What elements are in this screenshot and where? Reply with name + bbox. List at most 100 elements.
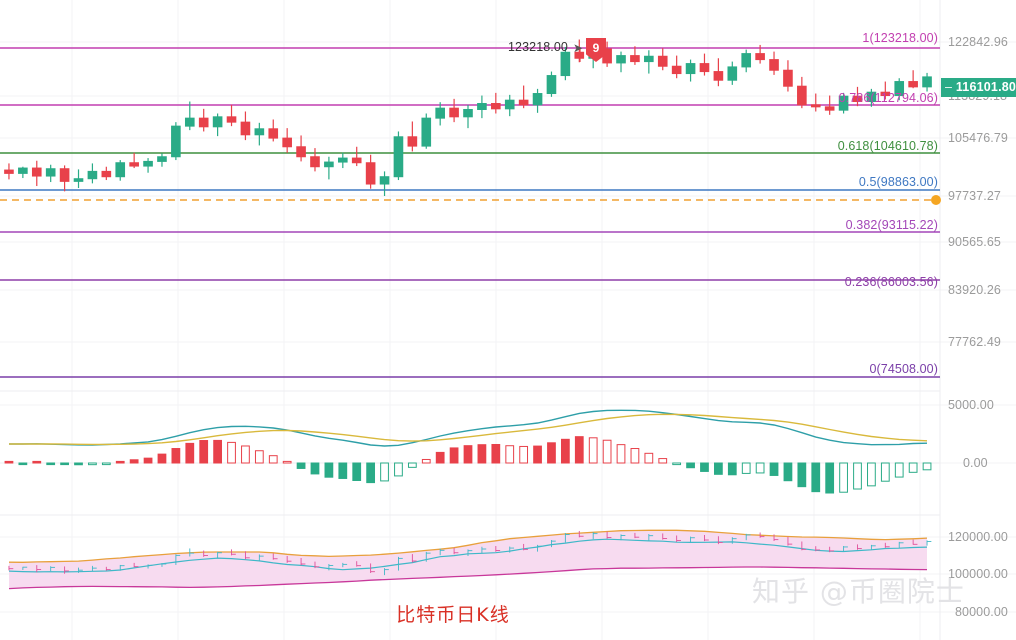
macd-panel bbox=[0, 409, 940, 494]
macd-histogram-bar bbox=[839, 462, 848, 493]
candle-body bbox=[532, 93, 543, 106]
candle-body bbox=[379, 176, 390, 185]
macd-histogram-bar bbox=[560, 438, 570, 464]
macd-histogram-bar bbox=[310, 462, 320, 475]
fib-retracement-lines bbox=[0, 47, 940, 378]
candle-body bbox=[713, 71, 724, 81]
macd-histogram-bar bbox=[18, 462, 28, 466]
price-axis-tick: 83920.26 bbox=[948, 283, 1001, 297]
macd-histogram-bar bbox=[352, 462, 362, 481]
candle-body bbox=[755, 53, 765, 61]
candle-body bbox=[129, 162, 139, 167]
candle-body bbox=[727, 66, 738, 81]
macd-histogram-bar bbox=[213, 439, 222, 464]
cloud-fill-area bbox=[9, 530, 927, 589]
candle-body bbox=[504, 99, 515, 110]
candle-body bbox=[18, 167, 28, 174]
cloud-ohlc-bars bbox=[8, 530, 932, 576]
dashed-support-line bbox=[0, 195, 941, 205]
watermark: 知乎 @币圈院士 bbox=[752, 575, 965, 608]
macd-histogram-bar bbox=[922, 462, 932, 471]
macd-histogram-bar bbox=[449, 447, 459, 464]
macd-histogram-bar bbox=[60, 462, 69, 466]
senkou-span-b-line bbox=[8, 566, 928, 590]
candle-body bbox=[101, 170, 112, 178]
macd-histogram-bar bbox=[894, 462, 904, 478]
candle-body bbox=[685, 63, 696, 75]
chart-caption: 比特币日K线 bbox=[0, 600, 1016, 627]
candle-body bbox=[87, 170, 98, 180]
macd-histogram-bar bbox=[867, 462, 876, 487]
macd-histogram-bar bbox=[282, 460, 292, 464]
candle-body bbox=[908, 81, 918, 88]
candle-body bbox=[518, 99, 529, 106]
fib-label-05: 0.5(98863.00) bbox=[858, 175, 938, 189]
candle-body bbox=[324, 161, 334, 168]
macd-histogram-bar bbox=[588, 437, 598, 464]
macd-histogram-bar bbox=[366, 462, 376, 484]
candle-body bbox=[560, 51, 571, 77]
price-axis-tick: 90565.65 bbox=[948, 235, 1001, 249]
fib-label-1: 1(123218.00) bbox=[862, 31, 938, 45]
panel-separators bbox=[0, 0, 941, 640]
candle-body bbox=[630, 55, 640, 63]
swing-high-label: 123218.00 bbox=[508, 40, 568, 54]
candle-body bbox=[574, 51, 585, 59]
candle-body bbox=[797, 85, 807, 106]
ichimoku-cloud-panel bbox=[8, 529, 932, 590]
candle-body bbox=[337, 157, 348, 163]
candle-body bbox=[59, 168, 70, 182]
macd-histogram-bar bbox=[268, 455, 278, 464]
chart-caption-text: 比特币日K线 bbox=[396, 604, 510, 626]
candle-body bbox=[393, 136, 404, 178]
macd-histogram-bar bbox=[407, 462, 417, 468]
macd-histogram-bar bbox=[533, 445, 542, 464]
macd-histogram-bar bbox=[686, 462, 695, 469]
macd-histogram-bar bbox=[171, 448, 181, 464]
candle-body bbox=[810, 104, 821, 108]
candle-body bbox=[546, 75, 557, 95]
candle-body bbox=[365, 162, 376, 185]
candle-body bbox=[880, 91, 891, 97]
candle-body bbox=[198, 117, 209, 128]
fib-label-0236: 0.236(86003.56) bbox=[844, 275, 938, 289]
macd-histogram-bar bbox=[755, 462, 765, 474]
candle-body bbox=[421, 117, 432, 147]
macd-histogram-bar bbox=[547, 442, 556, 464]
macd-histogram-bar bbox=[727, 462, 737, 476]
cloud-axis-tick: 80000.00 bbox=[955, 605, 1008, 619]
macd-histogram-bar bbox=[602, 439, 612, 464]
macd-histogram-bar bbox=[616, 444, 626, 464]
macd-histogram-bar bbox=[880, 462, 890, 482]
macd-histogram-bar bbox=[185, 442, 195, 464]
macd-histogram-bar bbox=[46, 462, 56, 466]
candle-body bbox=[477, 103, 487, 110]
fib-label-0382: 0.382(93115.22) bbox=[845, 218, 938, 232]
candle-body bbox=[671, 65, 682, 75]
macd-histogram-bar bbox=[143, 457, 153, 464]
macd-histogram-bar bbox=[574, 436, 584, 464]
td-count-badge: 9 bbox=[586, 38, 606, 62]
price-axis-tick: 97737.27 bbox=[948, 189, 1001, 203]
candle-body bbox=[657, 55, 668, 67]
candle-body bbox=[894, 81, 905, 97]
candle-body bbox=[73, 178, 84, 182]
support-marker-dot bbox=[931, 195, 941, 205]
current-price-tag: – 116101.80 bbox=[941, 78, 1016, 97]
macd-histogram-bar bbox=[797, 462, 807, 488]
candle-body bbox=[282, 137, 292, 148]
macd-histogram-bar bbox=[4, 460, 14, 464]
macd-histogram-bar bbox=[908, 462, 918, 473]
macd-axis-tick: 5000.00 bbox=[948, 398, 994, 412]
macd-histogram-bar bbox=[394, 462, 403, 477]
candle-body bbox=[184, 117, 195, 127]
shield-icon bbox=[586, 38, 606, 62]
candle-body bbox=[435, 107, 445, 119]
candle-body bbox=[449, 107, 459, 118]
macd-histogram-bar bbox=[672, 462, 682, 466]
fib-label-0: 0(74508.00) bbox=[869, 362, 938, 376]
macd-axis-tick: 0.00 bbox=[963, 456, 988, 470]
macd-histogram-bar bbox=[435, 451, 445, 464]
macd-histogram-bar bbox=[505, 445, 515, 464]
